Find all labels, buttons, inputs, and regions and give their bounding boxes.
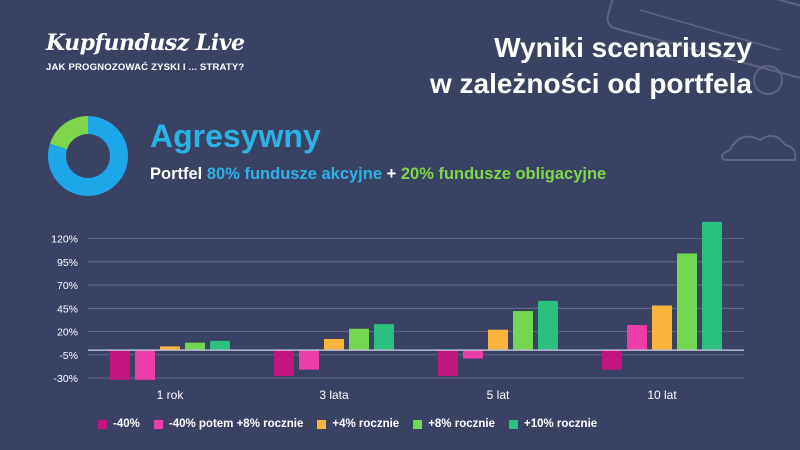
bar-0-0	[110, 350, 130, 380]
legend-swatch	[508, 419, 518, 429]
x-tick-label: 5 lat	[487, 388, 510, 402]
portfolio-donut-chart	[48, 116, 128, 196]
bar-4-1	[374, 324, 394, 351]
y-tick-label: 120%	[51, 234, 78, 246]
legend-label: -40% potem +8% rocznie	[168, 418, 304, 430]
y-tick-label: -5%	[59, 350, 78, 362]
portfolio-name: Agresywny	[150, 118, 321, 154]
legend-item: +4% rocznie	[317, 418, 399, 430]
legend-label: +10% rocznie	[523, 418, 598, 430]
bar-4-0	[210, 340, 230, 351]
x-tick-label: 10 lat	[647, 388, 677, 402]
y-tick-label: 45%	[57, 303, 78, 315]
bar-3-3	[677, 253, 697, 351]
donut-slice-stocks	[48, 116, 128, 196]
legend-item: +10% rocznie	[508, 418, 598, 430]
y-tick-label: 70%	[57, 280, 78, 292]
page-title-line-2: w zależności od portfela	[429, 68, 752, 99]
bar-2-1	[324, 338, 344, 351]
legend-swatch	[98, 419, 107, 429]
bar-1-1	[299, 350, 319, 370]
bar-1-3	[627, 325, 647, 351]
brand: Kupfundusz Live JAK PROGNOZOWAĆ ZYSKI I …	[46, 30, 245, 73]
bar-1-0	[135, 350, 155, 380]
portfolio-bonds: 20% fundusze obligacyjne	[400, 165, 607, 183]
legend-label: +8% rocznie	[428, 418, 495, 430]
page-title: Wyniki scenariuszy w zależności od portf…	[430, 30, 752, 102]
legend-item: +8% rocznie	[413, 418, 495, 430]
portfolio-plus: +	[386, 165, 397, 183]
legend-swatch	[413, 419, 423, 429]
bar-2-2	[488, 329, 508, 351]
legend-label: +4% rocznie	[332, 418, 400, 430]
legend-swatch	[317, 419, 327, 429]
bar-3-1	[349, 328, 369, 351]
donut-slice-bonds	[49, 116, 88, 150]
bar-0-2	[438, 350, 458, 377]
legend-item: -40%	[98, 418, 140, 430]
bar-4-2	[538, 300, 558, 351]
weather-station-decoration	[606, 0, 800, 161]
x-tick-label: 1 rok	[157, 388, 185, 402]
legend-label: -40%	[113, 418, 140, 430]
bar-2-3	[652, 305, 672, 351]
portfolio-description: Portfel 80% fundusze akcyjne + 20% fundu…	[150, 165, 606, 184]
y-tick-label: 20%	[57, 327, 78, 339]
bar-2-0	[160, 346, 180, 351]
legend-swatch	[153, 419, 163, 429]
y-tick-label: 95%	[57, 257, 78, 269]
bar-4-3	[702, 221, 722, 351]
bar-3-0	[185, 342, 205, 351]
chart-legend: -40% -40% potem +8% rocznie +4% rocznie +8%…	[98, 418, 597, 430]
legend-item: -40% potem +8% rocznie	[153, 418, 304, 430]
bar-1-2	[463, 350, 483, 359]
portfolio-stocks: 80% fundusze akcyjne	[206, 165, 383, 183]
bar-3-2	[513, 311, 533, 351]
y-tick-label: -30%	[53, 373, 78, 385]
scenario-bar-chart: 120% 95% 70% 45% 20% -5% -30% 1 rok 3 lata 5 lat 1…	[51, 221, 744, 402]
bar-0-3	[602, 350, 622, 370]
brand-tagline: JAK PROGNOZOWAĆ ZYSKI I ... STRATY?	[46, 62, 245, 73]
page-title-line-1: Wyniki scenariuszy	[494, 32, 752, 63]
portfolio-prefix: Portfel	[150, 165, 203, 183]
brand-logo: Kupfundusz Live	[46, 30, 245, 56]
x-tick-label: 3 lata	[319, 388, 349, 402]
bar-0-1	[274, 350, 294, 377]
